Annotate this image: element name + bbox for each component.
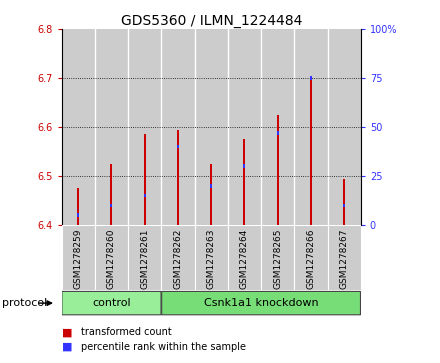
Bar: [110, 204, 113, 207]
Text: GSM1278264: GSM1278264: [240, 228, 249, 289]
Bar: [210, 184, 212, 188]
Bar: [128, 225, 161, 290]
Text: GSM1278265: GSM1278265: [273, 228, 282, 289]
Bar: [343, 179, 345, 225]
Text: GSM1278260: GSM1278260: [107, 228, 116, 289]
Bar: [310, 78, 312, 225]
Bar: [77, 213, 79, 217]
Text: GSM1278259: GSM1278259: [74, 228, 83, 289]
Text: ■: ■: [62, 327, 76, 337]
Bar: [243, 139, 246, 225]
Bar: [177, 130, 179, 225]
Bar: [110, 164, 113, 225]
Text: protocol: protocol: [2, 298, 48, 308]
Bar: [310, 76, 312, 80]
Bar: [261, 225, 294, 290]
Text: Csnk1a1 knockdown: Csnk1a1 knockdown: [204, 298, 319, 308]
Bar: [95, 225, 128, 290]
Bar: [294, 29, 327, 225]
Text: control: control: [92, 298, 131, 308]
Bar: [128, 29, 161, 225]
Bar: [177, 145, 179, 148]
Text: GSM1278263: GSM1278263: [207, 228, 216, 289]
Text: ■: ■: [62, 342, 76, 352]
Text: transformed count: transformed count: [81, 327, 172, 337]
Bar: [144, 194, 146, 197]
Bar: [210, 164, 212, 225]
Text: GSM1278261: GSM1278261: [140, 228, 149, 289]
Bar: [327, 29, 361, 225]
Bar: [161, 29, 194, 225]
Bar: [228, 29, 261, 225]
Bar: [243, 164, 246, 168]
FancyBboxPatch shape: [62, 291, 161, 315]
Text: GSM1278267: GSM1278267: [340, 228, 348, 289]
Bar: [277, 131, 279, 135]
Bar: [161, 225, 194, 290]
Text: GSM1278266: GSM1278266: [306, 228, 315, 289]
Bar: [194, 29, 228, 225]
Bar: [144, 134, 146, 225]
FancyBboxPatch shape: [161, 291, 360, 315]
Bar: [194, 225, 228, 290]
Text: GSM1278262: GSM1278262: [173, 228, 183, 289]
Bar: [327, 225, 361, 290]
Bar: [343, 204, 345, 207]
Bar: [294, 225, 327, 290]
Bar: [261, 29, 294, 225]
Title: GDS5360 / ILMN_1224484: GDS5360 / ILMN_1224484: [121, 14, 302, 28]
Bar: [228, 225, 261, 290]
Bar: [277, 115, 279, 225]
Bar: [95, 29, 128, 225]
Bar: [77, 188, 79, 225]
Bar: [62, 29, 95, 225]
Bar: [62, 225, 95, 290]
Text: percentile rank within the sample: percentile rank within the sample: [81, 342, 246, 352]
